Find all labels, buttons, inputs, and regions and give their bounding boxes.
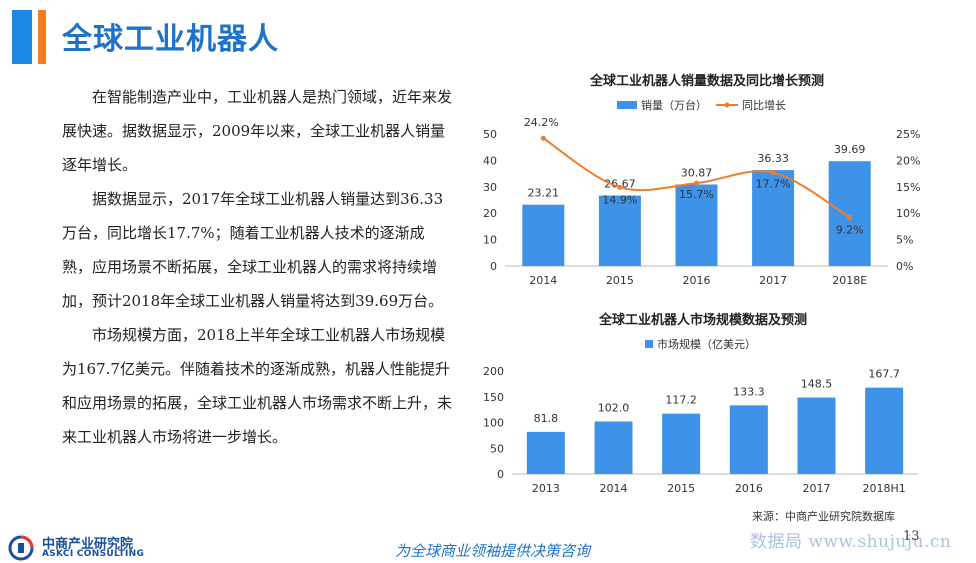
y-tick-label: 20 xyxy=(483,207,497,220)
bar-2014 xyxy=(522,204,565,266)
y2-tick-label: 5% xyxy=(896,234,913,247)
logo-mark-icon xyxy=(8,535,34,561)
growth-value-label: 9.2% xyxy=(836,223,864,236)
growth-value-label: 17.7% xyxy=(756,178,791,191)
y2-tick-label: 20% xyxy=(896,154,920,167)
growth-value-label: 15.7% xyxy=(679,188,714,201)
growth-value-label: 14.9% xyxy=(602,193,637,206)
y-tick-label: 50 xyxy=(483,128,497,141)
bar-value-label: 36.33 xyxy=(757,152,789,165)
bar-value-label: 26.67 xyxy=(604,178,636,191)
sales-chart-legend: 销量（万台） 同比增长 xyxy=(617,98,786,112)
logo-name-en: ASKCI CONSULTING xyxy=(42,549,145,559)
y-tick-label: 10 xyxy=(483,234,497,247)
title-accent-bar-blue xyxy=(12,10,32,64)
y-tick-label: 0 xyxy=(497,468,504,481)
growth-point xyxy=(770,170,776,176)
market-chart: 全球工业机器人市场规模数据及预测 市场规模（亿美元） 050100150200 … xyxy=(483,312,918,495)
bar-2017 xyxy=(797,397,836,474)
bar-value-label: 30.87 xyxy=(681,167,713,180)
legend-swatch-market xyxy=(645,340,653,348)
market-chart-title: 全球工业机器人市场规模数据及预测 xyxy=(598,312,807,328)
x-tick-label: 2015 xyxy=(667,482,695,495)
y2-tick-label: 15% xyxy=(896,181,920,194)
market-chart-y-axis: 0 50 100 150 200 xyxy=(483,365,504,481)
sales-chart-x-labels: 2014 2015 2016 2017 2018E xyxy=(529,274,867,287)
growth-point xyxy=(540,135,546,141)
legend-label-sales: 销量（万台） xyxy=(641,98,707,112)
data-source: 来源：中商产业研究院数据库 xyxy=(752,510,895,523)
bar-2013 xyxy=(526,431,565,474)
sales-chart-title: 全球工业机器人销量数据及同比增长预测 xyxy=(589,73,824,89)
x-tick-label: 2017 xyxy=(803,482,831,495)
bar-value-label: 39.69 xyxy=(834,143,866,156)
growth-points xyxy=(540,135,853,220)
bar-value-label: 117.2 xyxy=(665,394,697,407)
growth-point xyxy=(847,214,853,220)
growth-value-label: 24.2% xyxy=(524,116,559,129)
bar-2015 xyxy=(662,413,701,474)
y-tick-label: 50 xyxy=(490,442,504,455)
y2-tick-label: 10% xyxy=(896,207,920,220)
y2-tick-label: 0% xyxy=(896,260,913,273)
bar-2017 xyxy=(752,170,795,266)
x-tick-label: 2017 xyxy=(759,274,787,287)
sales-chart-bar-labels: 23.21 26.67 30.87 36.33 39.69 xyxy=(528,143,866,200)
x-tick-label: 2016 xyxy=(683,274,711,287)
bar-2015 xyxy=(598,195,641,266)
market-chart-bar-labels: 81.8 102.0 117.2 133.3 148.5 167.7 xyxy=(534,368,900,425)
y-tick-label: 150 xyxy=(483,391,504,404)
bar-2016 xyxy=(675,184,718,266)
bar-2018H1 xyxy=(865,387,904,474)
body-text: 在智能制造产业中，工业机器人是热门领域，近年来发展快速。据数据显示，2009年以… xyxy=(62,80,454,454)
title-accent-bar-orange xyxy=(38,10,46,64)
y-tick-label: 40 xyxy=(483,154,497,167)
growth-point xyxy=(617,184,623,190)
bar-value-label: 148.5 xyxy=(801,378,833,391)
x-tick-label: 2018E xyxy=(832,274,867,287)
market-chart-bars xyxy=(526,387,904,474)
x-tick-label: 2018H1 xyxy=(863,482,906,495)
paragraph-3: 市场规模方面，2018上半年全球工业机器人市场规模为167.7亿美元。伴随着技术… xyxy=(62,326,453,446)
legend-swatch-sales xyxy=(617,101,637,109)
paragraph-2: 据数据显示，2017年全球工业机器人销量达到36.33万台，同比增长17.7%；… xyxy=(62,190,444,310)
sales-chart: 全球工业机器人销量数据及同比增长预测 销量（万台） 同比增长 0 10 20 30 40… xyxy=(483,73,920,287)
x-tick-label: 2013 xyxy=(532,482,560,495)
y2-tick-label: 25% xyxy=(896,128,920,141)
company-logo: 中商产业研究院 ASKCI CONSULTING xyxy=(8,533,144,561)
bar-value-label: 23.21 xyxy=(528,187,560,200)
watermark: 数据局 www.shujuju.cn xyxy=(750,532,952,552)
legend-label-growth: 同比增长 xyxy=(742,98,786,112)
sales-chart-bars xyxy=(522,161,871,266)
y-tick-label: 30 xyxy=(483,181,497,194)
bar-2016 xyxy=(729,405,768,474)
market-chart-x-labels: 2013 2014 2015 2016 2017 2018H1 xyxy=(532,482,906,495)
sales-chart-y-axis: 0 10 20 30 40 50 xyxy=(483,128,497,273)
paragraph-1: 在智能制造产业中，工业机器人是热门领域，近年来发展快速。据数据显示，2009年以… xyxy=(62,88,453,174)
market-chart-legend: 市场规模（亿美元） xyxy=(645,337,756,351)
bar-value-label: 102.0 xyxy=(598,401,630,414)
page-title: 全球工业机器人 xyxy=(62,22,279,57)
sales-chart-y2-axis: 0% 5% 10% 15% 20% 25% xyxy=(896,128,920,273)
bar-2014 xyxy=(594,421,633,474)
bar-value-label: 133.3 xyxy=(733,385,765,398)
page-number: 13 xyxy=(903,529,920,544)
legend-label-market: 市场规模（亿美元） xyxy=(657,337,756,351)
legend-marker-growth xyxy=(724,102,730,108)
y-tick-label: 100 xyxy=(483,417,504,430)
growth-labels: 24.2% 14.9% 15.7% 17.7% 9.2% xyxy=(524,116,864,236)
x-tick-label: 2015 xyxy=(606,274,634,287)
growth-point xyxy=(694,180,699,186)
bar-value-label: 81.8 xyxy=(534,412,559,425)
logo-name-cn: 中商产业研究院 xyxy=(42,537,134,552)
x-tick-label: 2016 xyxy=(735,482,763,495)
bar-value-label: 167.7 xyxy=(868,368,900,381)
x-tick-label: 2014 xyxy=(600,482,628,495)
y-tick-label: 0 xyxy=(490,260,497,273)
y-tick-label: 200 xyxy=(483,365,504,378)
slogan: 为全球商业领袖提供决策咨询 xyxy=(395,542,591,560)
bar-2018E xyxy=(828,161,871,266)
x-tick-label: 2014 xyxy=(529,274,557,287)
